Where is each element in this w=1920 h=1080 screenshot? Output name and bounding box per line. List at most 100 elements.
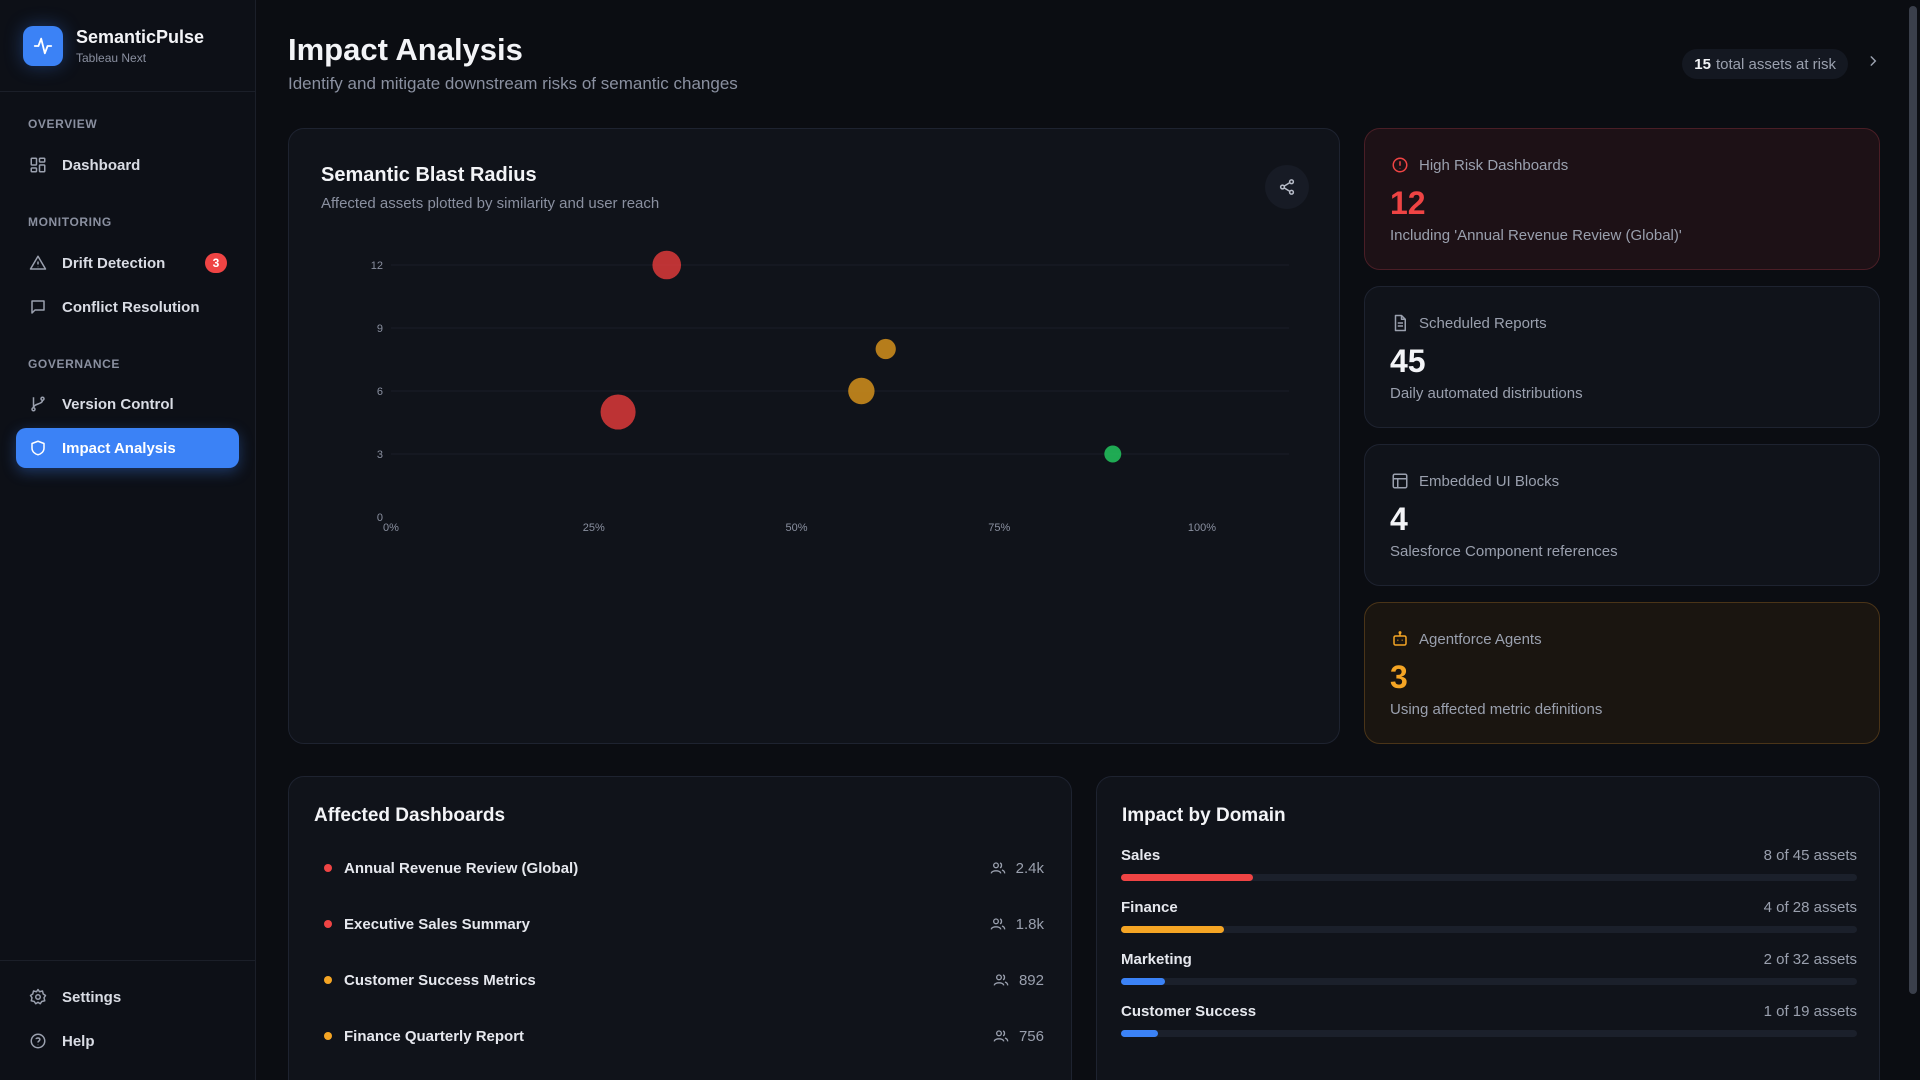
stat-description: Including 'Annual Revenue Review (Global… bbox=[1390, 227, 1682, 244]
domain-progress-fill bbox=[1121, 978, 1166, 985]
sidebar-item-conflict-resolution[interactable]: Conflict Resolution bbox=[16, 287, 239, 327]
domain-progress-fill bbox=[1121, 874, 1254, 881]
risk-dot bbox=[324, 920, 332, 928]
chevron-right-icon[interactable] bbox=[1866, 54, 1880, 73]
stat-card-agentforce-agents[interactable]: Agentforce Agents 3 Using affected metri… bbox=[1364, 602, 1880, 744]
domain-name: Marketing bbox=[1121, 951, 1192, 968]
sidebar-item-label: Version Control bbox=[62, 395, 174, 413]
stat-value: 45 bbox=[1390, 343, 1426, 379]
scatter-point bbox=[875, 338, 896, 360]
alert-triangle-icon bbox=[28, 253, 48, 273]
alert-circle-icon bbox=[1390, 155, 1410, 175]
y-tick-label: 0 bbox=[377, 512, 383, 524]
list-item[interactable]: Annual Revenue Review (Global) 2.4k bbox=[314, 850, 1044, 886]
sidebar-item-help[interactable]: Help bbox=[16, 1021, 239, 1061]
sidebar-item-label: Help bbox=[62, 1032, 95, 1050]
sidebar-item-impact-analysis[interactable]: Impact Analysis bbox=[16, 428, 239, 468]
stat-description: Daily automated distributions bbox=[1390, 385, 1583, 402]
shield-icon bbox=[28, 438, 48, 458]
help-circle-icon bbox=[28, 1031, 48, 1051]
domain-row: Marketing 2 of 32 assets bbox=[1121, 951, 1857, 985]
scatter-point bbox=[652, 250, 682, 280]
gear-icon bbox=[28, 987, 48, 1007]
stat-value: 3 bbox=[1390, 659, 1408, 695]
domain-count: 1 of 19 assets bbox=[1763, 1003, 1857, 1020]
brand-subtitle: Tableau Next bbox=[76, 50, 147, 65]
y-tick-label: 3 bbox=[377, 449, 383, 461]
domain-count: 8 of 45 assets bbox=[1763, 847, 1857, 864]
sidebar-item-label: Conflict Resolution bbox=[62, 298, 200, 316]
dashboard-name: Annual Revenue Review (Global) bbox=[344, 859, 579, 877]
list-item[interactable]: Finance Quarterly Report 756 bbox=[314, 1018, 1044, 1054]
users-icon bbox=[993, 1028, 1009, 1044]
user-reach: 892 bbox=[1018, 971, 1044, 989]
stat-card-high-risk[interactable]: High Risk Dashboards 12 Including 'Annua… bbox=[1364, 128, 1880, 270]
bot-icon bbox=[1390, 629, 1410, 649]
page-scrollbar[interactable] bbox=[1906, 0, 1920, 1080]
domain-progress-track bbox=[1121, 978, 1857, 985]
sidebar-item-drift-detection[interactable]: Drift Detection 3 bbox=[16, 243, 239, 283]
file-text-icon bbox=[1390, 313, 1410, 333]
git-branch-icon bbox=[28, 394, 48, 414]
share-icon bbox=[1278, 178, 1296, 196]
risk-dot bbox=[324, 976, 332, 984]
stat-description: Using affected metric definitions bbox=[1390, 701, 1603, 718]
page-title: Impact Analysis bbox=[288, 32, 523, 67]
impact-by-domain-card: Impact by Domain Sales 8 of 45 assets Fi… bbox=[1096, 776, 1880, 1080]
sidebar-item-settings[interactable]: Settings bbox=[16, 977, 239, 1017]
grid-icon bbox=[28, 155, 48, 175]
affected-dashboards-card: Affected Dashboards Annual Revenue Revie… bbox=[288, 776, 1072, 1080]
users-icon bbox=[990, 860, 1006, 876]
risk-dot bbox=[324, 864, 332, 872]
list-item[interactable]: Customer Success Metrics 892 bbox=[314, 962, 1044, 998]
domain-row: Customer Success 1 of 19 assets bbox=[1121, 1003, 1857, 1037]
domain-progress-track bbox=[1121, 1030, 1857, 1037]
activity-icon bbox=[23, 25, 63, 66]
drift-count-badge: 3 bbox=[205, 253, 227, 273]
user-reach: 1.8k bbox=[1015, 915, 1044, 933]
scrollbar-thumb[interactable] bbox=[1909, 6, 1917, 994]
sidebar-footer: Settings Help bbox=[0, 960, 256, 1080]
x-tick-label: 0% bbox=[383, 522, 399, 534]
domain-progress-track bbox=[1121, 926, 1857, 933]
y-tick-label: 9 bbox=[377, 323, 383, 335]
share-button[interactable] bbox=[1265, 165, 1309, 209]
domain-row: Sales 8 of 45 assets bbox=[1121, 847, 1857, 881]
user-reach: 756 bbox=[1018, 1027, 1044, 1045]
page-subtitle: Identify and mitigate downstream risks o… bbox=[288, 74, 738, 93]
users-icon bbox=[993, 972, 1009, 988]
chart-title: Semantic Blast Radius bbox=[321, 164, 537, 186]
assets-at-risk-pill[interactable]: 15 total assets at risk bbox=[1682, 49, 1848, 79]
x-tick-label: 75% bbox=[988, 522, 1010, 534]
brand[interactable]: SemanticPulse Tableau Next bbox=[0, 0, 255, 92]
stat-title: High Risk Dashboards bbox=[1419, 156, 1569, 174]
stat-value: 12 bbox=[1390, 185, 1426, 221]
x-tick-label: 25% bbox=[583, 522, 605, 534]
sidebar-item-version-control[interactable]: Version Control bbox=[16, 384, 239, 424]
stat-title: Agentforce Agents bbox=[1419, 630, 1542, 648]
x-tick-label: 100% bbox=[1188, 522, 1216, 534]
sidebar-item-label: Impact Analysis bbox=[62, 439, 176, 457]
user-reach: 2.4k bbox=[1015, 859, 1044, 877]
layout-icon bbox=[1390, 471, 1410, 491]
nav-section-overview: OVERVIEW bbox=[28, 117, 98, 131]
stat-description: Salesforce Component references bbox=[1390, 543, 1618, 560]
blast-radius-card: Semantic Blast Radius Affected assets pl… bbox=[288, 128, 1340, 744]
nav-section-governance: GOVERNANCE bbox=[28, 357, 121, 371]
scatter-point bbox=[1104, 445, 1122, 463]
domain-progress-track bbox=[1121, 874, 1857, 881]
nav-section-monitoring: MONITORING bbox=[28, 215, 112, 229]
stat-value: 4 bbox=[1390, 501, 1408, 537]
sidebar-item-dashboard[interactable]: Dashboard bbox=[16, 145, 239, 185]
dashboard-name: Finance Quarterly Report bbox=[344, 1027, 525, 1045]
stat-card-scheduled-reports[interactable]: Scheduled Reports 45 Daily automated dis… bbox=[1364, 286, 1880, 428]
risk-text: total assets at risk bbox=[1715, 55, 1836, 73]
risk-dot bbox=[324, 1032, 332, 1040]
scatter-chart: 0 3 6 9 12 0% 25% 50% 75% 100% bbox=[371, 250, 1289, 534]
domain-name: Customer Success bbox=[1121, 1003, 1257, 1020]
list-item[interactable]: Executive Sales Summary 1.8k bbox=[314, 906, 1044, 942]
domain-progress-fill bbox=[1121, 1030, 1158, 1037]
stat-card-embedded-ui-blocks[interactable]: Embedded UI Blocks 4 Salesforce Componen… bbox=[1364, 444, 1880, 586]
users-icon bbox=[990, 916, 1006, 932]
stat-title: Embedded UI Blocks bbox=[1419, 472, 1560, 490]
